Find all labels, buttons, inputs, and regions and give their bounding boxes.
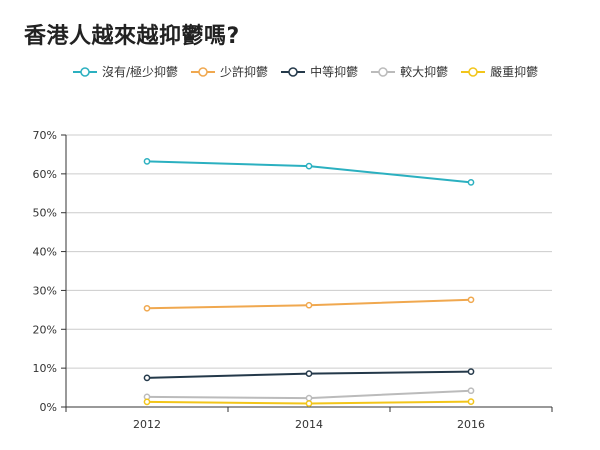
legend-label: 嚴重抑鬱 <box>490 65 539 79</box>
legend-item[interactable]: 少許抑鬱 <box>190 63 268 80</box>
data-point <box>467 368 475 375</box>
y-tick-label: 70% <box>33 129 57 142</box>
legend-label: 少許抑鬱 <box>220 65 269 79</box>
data-point <box>305 301 313 309</box>
data-point <box>143 374 151 382</box>
legend-item[interactable]: 沒有/極少抑鬱 <box>72 63 178 80</box>
y-tick-label: 40% <box>33 246 57 259</box>
legend-label: 沒有/極少抑鬱 <box>102 65 179 79</box>
data-point <box>143 158 151 165</box>
data-point <box>467 398 475 405</box>
y-tick-label: 20% <box>33 323 57 336</box>
legend: 沒有/極少抑鬱 少許抑鬱 中等抑鬱 較大抑鬱 嚴重抑鬱 <box>72 63 538 80</box>
legend-item[interactable]: 嚴重抑鬱 <box>460 63 538 80</box>
legend-item[interactable]: 中等抑鬱 <box>280 63 358 80</box>
legend-label: 較大抑鬱 <box>400 65 449 79</box>
data-point <box>467 179 475 186</box>
chart-title: 香港人越來越抑鬱嗎? <box>24 24 240 49</box>
y-tick-label: 30% <box>33 284 57 297</box>
data-point <box>305 162 313 170</box>
y-tick-label: 10% <box>33 362 57 375</box>
data-point <box>305 370 313 377</box>
data-point <box>143 398 151 406</box>
x-tick-label: 2014 <box>295 418 323 431</box>
data-point <box>467 296 475 304</box>
legend-marker-icon <box>191 66 216 77</box>
data-point <box>467 387 475 395</box>
data-point <box>305 400 313 407</box>
data-point <box>143 304 151 312</box>
data-point <box>305 394 313 402</box>
legend-item[interactable]: 較大抑鬱 <box>370 63 448 80</box>
x-tick-label: 2016 <box>457 418 485 431</box>
legend-marker-icon <box>371 66 396 77</box>
legend-marker-icon <box>461 66 486 77</box>
x-tick-label: 2012 <box>133 418 161 431</box>
legend-marker-icon <box>73 66 97 77</box>
y-tick-label: 0% <box>40 401 57 414</box>
y-tick-label: 60% <box>33 168 57 181</box>
y-tick-label: 50% <box>33 207 57 220</box>
legend-marker-icon <box>281 66 306 77</box>
legend-label: 中等抑鬱 <box>310 65 359 79</box>
